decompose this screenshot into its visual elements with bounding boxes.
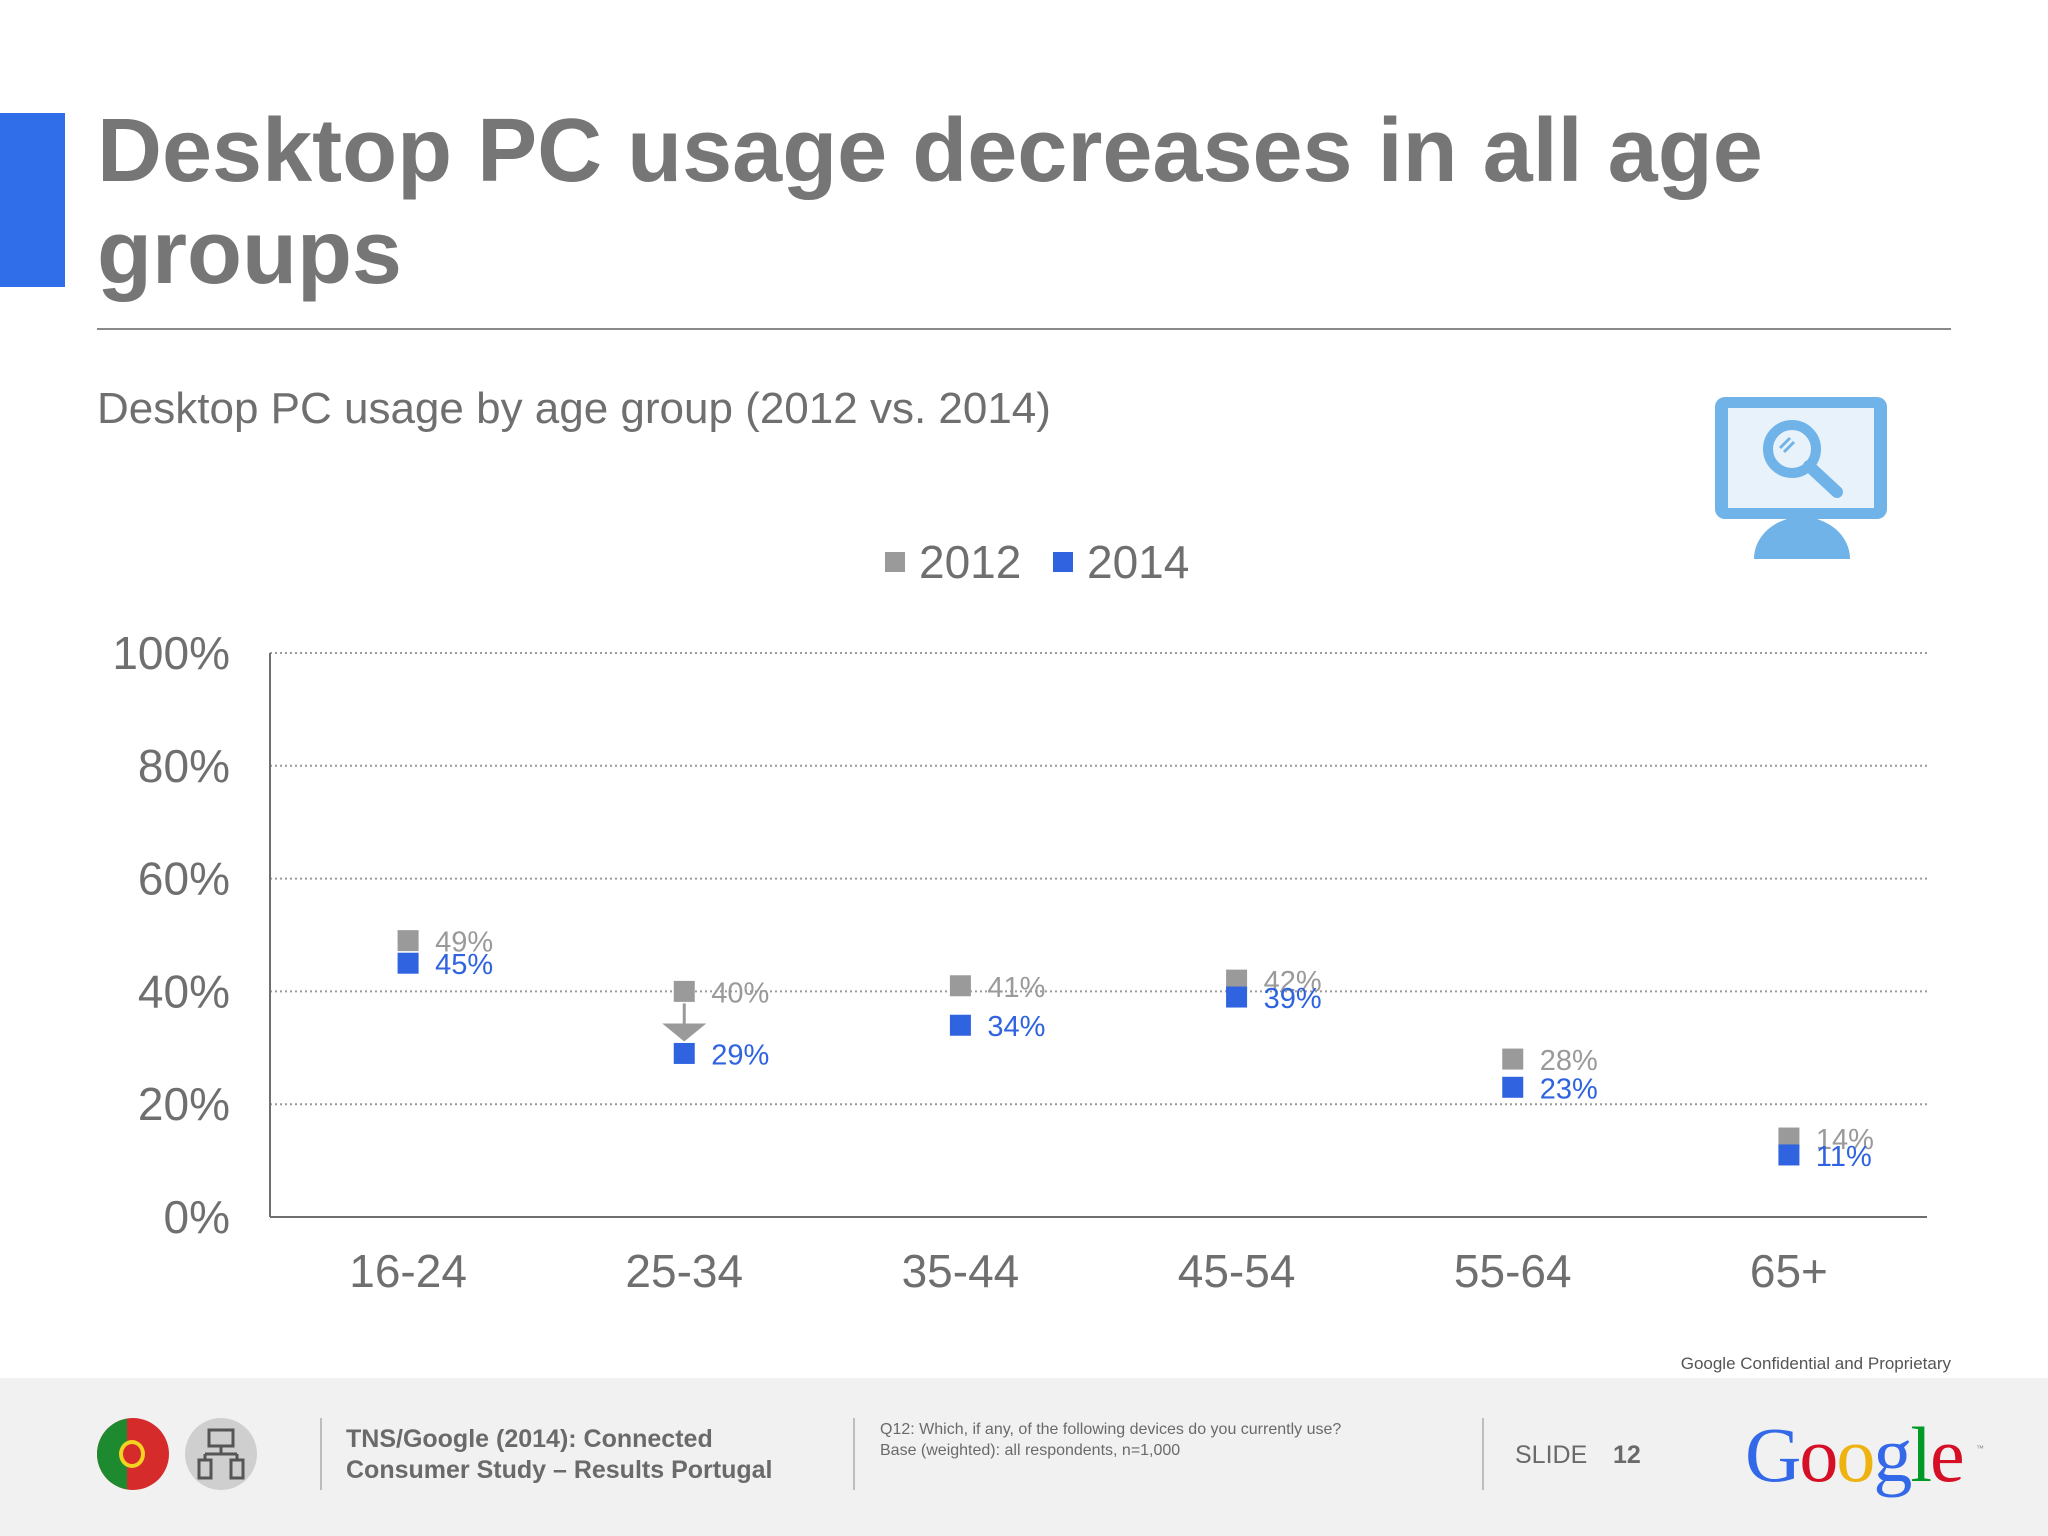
google-logo-letter: e xyxy=(1930,1411,1965,1498)
data-label-2014: 39% xyxy=(1264,983,1322,1015)
slide-number: 12 xyxy=(1613,1441,1641,1469)
marker-2014 xyxy=(1778,1144,1800,1166)
google-logo-tm: ™ xyxy=(1976,1444,1984,1453)
legend-label-2012: 2012 xyxy=(919,536,1022,588)
monitor-search-icon xyxy=(1715,397,1887,559)
google-logo-letter: l xyxy=(1910,1411,1932,1498)
data-label-2014: 34% xyxy=(987,1011,1045,1043)
legend-item-2014: 2014 xyxy=(1053,527,1189,597)
marker-2014 xyxy=(397,952,419,974)
data-label-2012: 49% xyxy=(435,927,493,959)
confidential-notice: Google Confidential and Proprietary xyxy=(1680,1354,1951,1373)
data-label-2014: 11% xyxy=(1816,1141,1872,1173)
footer-divider-1 xyxy=(320,1418,322,1490)
google-logo-letter: o xyxy=(1799,1411,1838,1498)
title-divider xyxy=(97,328,1951,330)
y-tick-label: 80% xyxy=(138,740,230,792)
x-tick-label: 65+ xyxy=(1750,1245,1828,1297)
portugal-flag-icon xyxy=(97,1418,169,1490)
y-tick-label: 100% xyxy=(112,627,230,679)
change-arrow-head xyxy=(662,1023,707,1042)
legend-label-2014: 2014 xyxy=(1087,536,1190,588)
accent-bar xyxy=(0,113,65,287)
source-citation: TNS/Google (2014): Connected Consumer St… xyxy=(346,1424,772,1486)
google-logo-letter: o xyxy=(1836,1411,1875,1498)
google-logo-letter: g xyxy=(1873,1411,1912,1498)
x-tick-label: 35-44 xyxy=(902,1245,1020,1297)
slide-label: SLIDE xyxy=(1515,1441,1588,1469)
y-tick-label: 60% xyxy=(138,853,230,905)
google-logo: Google xyxy=(1745,1410,1965,1500)
legend-item-2012: 2012 xyxy=(885,527,1021,597)
marker-2012 xyxy=(673,980,695,1002)
chart-legend: 2012 2014 xyxy=(0,527,2048,597)
marker-2014 xyxy=(673,1042,695,1064)
x-tick-label: 45-54 xyxy=(1178,1245,1296,1297)
footer-bar xyxy=(0,1378,2048,1536)
survey-question: Q12: Which, if any, of the following dev… xyxy=(880,1419,1341,1461)
data-label-2012: 14% xyxy=(1816,1124,1874,1156)
marker-2014 xyxy=(1502,1076,1524,1098)
source-line-1: TNS/Google (2014): Connected xyxy=(346,1425,713,1453)
data-label-2012: 40% xyxy=(711,977,769,1009)
question-line-2: Base (weighted): all respondents, n=1,00… xyxy=(880,1442,1181,1459)
marker-2012 xyxy=(949,975,971,997)
chart-subtitle: Desktop PC usage by age group (2012 vs. … xyxy=(97,384,1051,433)
marker-2012 xyxy=(1226,969,1248,991)
marker-2012 xyxy=(397,930,419,952)
y-tick-label: 20% xyxy=(138,1078,230,1130)
devices-icon xyxy=(185,1418,257,1490)
data-label-2012: 42% xyxy=(1264,966,1322,998)
marker-2014 xyxy=(1226,986,1248,1008)
x-tick-label: 55-64 xyxy=(1454,1245,1572,1297)
chart-area: 0% 20% 40% 60% 80% 100% 16-24 25-34 35-44 45-54 55… xyxy=(112,627,1927,1297)
footer-divider-3 xyxy=(1482,1418,1484,1490)
legend-swatch-2012 xyxy=(885,552,905,572)
slide-title: Desktop PC usage decreases in all age gr… xyxy=(97,101,1763,303)
y-tick-label: 0% xyxy=(164,1191,230,1243)
legend-swatch-2014 xyxy=(1053,552,1073,572)
marker-2012 xyxy=(1778,1127,1800,1149)
footer-divider-2 xyxy=(853,1418,855,1490)
data-label-2014: 45% xyxy=(435,949,493,981)
x-tick-label: 25-34 xyxy=(625,1245,743,1297)
y-tick-label: 40% xyxy=(138,965,230,1017)
data-label-2012: 41% xyxy=(987,972,1045,1004)
marker-2012 xyxy=(1502,1048,1524,1070)
question-line-1: Q12: Which, if any, of the following dev… xyxy=(880,1421,1342,1438)
data-label-2012: 28% xyxy=(1540,1045,1598,1077)
marker-2014 xyxy=(949,1014,971,1036)
google-logo-letter: G xyxy=(1745,1411,1801,1498)
data-label-2014: 29% xyxy=(711,1039,769,1071)
source-line-2: Consumer Study – Results Portugal xyxy=(346,1456,773,1484)
data-label-2014: 23% xyxy=(1540,1073,1598,1105)
x-tick-label: 16-24 xyxy=(349,1245,467,1297)
